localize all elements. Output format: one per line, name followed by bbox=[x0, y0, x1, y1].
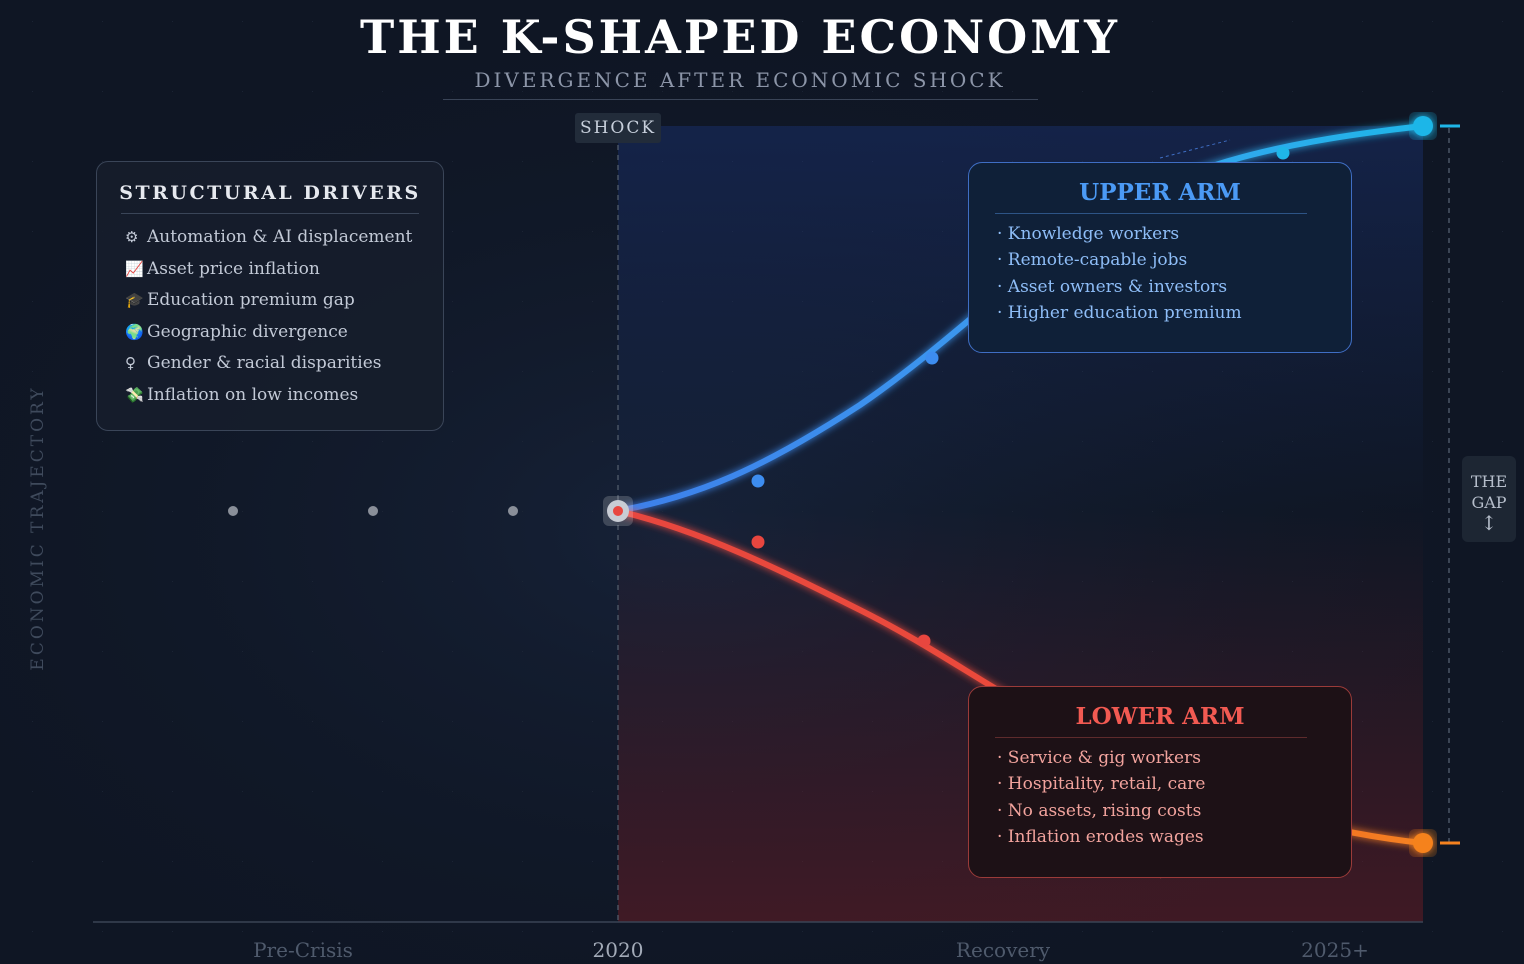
upper-arm-item: · Higher education premium bbox=[997, 302, 1242, 323]
upper-arm-list: · Knowledge workers · Remote-capable job… bbox=[997, 224, 1242, 329]
pre-crisis-dot bbox=[228, 506, 238, 516]
upper-arm-title: UPPER ARM bbox=[1079, 179, 1241, 206]
x-label-2020: 2020 bbox=[592, 938, 644, 962]
gap-label: THE GAP ↕ bbox=[1462, 456, 1516, 542]
y-axis-label: ECONOMIC TRAJECTORY bbox=[28, 385, 48, 671]
x-label-pre-crisis: Pre-Crisis bbox=[253, 938, 353, 962]
upper-arm-divider bbox=[995, 213, 1307, 214]
subtitle-divider bbox=[443, 99, 1038, 100]
gear-icon: ⚙ bbox=[125, 228, 139, 246]
lower-point bbox=[917, 634, 931, 648]
lower-point bbox=[751, 535, 765, 549]
lower-end-point bbox=[1413, 833, 1433, 853]
driver-label: Automation & AI displacement bbox=[147, 227, 413, 247]
lower-arm-item: · Service & gig workers bbox=[997, 748, 1201, 768]
upper-point bbox=[1276, 146, 1290, 160]
graduation-cap-icon: 🎓 bbox=[125, 291, 144, 310]
lower-arm-title: LOWER ARM bbox=[1075, 703, 1245, 730]
upper-arm-item: · Knowledge workers bbox=[997, 224, 1180, 244]
upper-connector bbox=[1159, 139, 1231, 159]
globe-icon: 🌍 bbox=[125, 322, 144, 341]
upper-point bbox=[751, 474, 765, 488]
driver-label: Geographic divergence bbox=[147, 321, 348, 342]
driver-item: 💸 Inflation on low incomes bbox=[125, 385, 412, 417]
driver-item: 📈 Asset price inflation bbox=[125, 259, 412, 291]
drivers-divider bbox=[121, 213, 419, 214]
driver-label: Asset price inflation bbox=[147, 258, 320, 279]
lower-arm-panel: LOWER ARM · Service & gig workers · Hosp… bbox=[968, 686, 1352, 878]
structural-drivers-panel: STRUCTURAL DRIVERS ⚙ Automation & AI disp… bbox=[96, 161, 444, 431]
lower-arm-item: · Inflation erodes wages bbox=[997, 826, 1204, 847]
upper-arm-panel: UPPER ARM · Knowledge workers · Remote-c… bbox=[968, 162, 1352, 353]
pre-crisis-dot bbox=[508, 506, 518, 516]
driver-label: Inflation on low incomes bbox=[147, 384, 359, 405]
gap-label-line1: THE bbox=[1470, 472, 1508, 491]
up-down-arrow-icon: ↕ bbox=[1480, 511, 1498, 535]
driver-item: 🌍 Geographic divergence bbox=[125, 322, 412, 354]
female-sign-icon: ♀ bbox=[125, 354, 136, 373]
lower-arm-divider bbox=[995, 737, 1307, 738]
x-label-recovery: Recovery bbox=[955, 938, 1051, 962]
upper-arm-item: · Remote-capable jobs bbox=[997, 250, 1188, 271]
chart-up-icon: 📈 bbox=[125, 259, 144, 278]
driver-item: ⚙ Automation & AI displacement bbox=[125, 227, 412, 259]
shock-label: SHOCK bbox=[575, 113, 661, 143]
upper-arm-item: · Asset owners & investors bbox=[997, 276, 1228, 297]
drivers-list: ⚙ Automation & AI displacement 📈 Asset pri… bbox=[125, 227, 412, 417]
x-label-2025: 2025+ bbox=[1301, 938, 1369, 962]
drivers-title: STRUCTURAL DRIVERS bbox=[119, 182, 421, 204]
upper-point bbox=[925, 351, 939, 365]
shock-point-core bbox=[613, 506, 623, 516]
gap-label-line2: GAP bbox=[1471, 493, 1507, 512]
money-flying-icon: 💸 bbox=[125, 385, 144, 404]
lower-arm-item: · No assets, rising costs bbox=[997, 800, 1202, 821]
lower-arm-list: · Service & gig workers · Hospitality, r… bbox=[997, 748, 1205, 853]
driver-item: ♀ Gender & racial disparities bbox=[125, 353, 412, 385]
page-title: THE K-SHAPED ECONOMY bbox=[359, 10, 1121, 64]
driver-label: Education premium gap bbox=[147, 290, 355, 311]
page-subtitle: DIVERGENCE AFTER ECONOMIC SHOCK bbox=[474, 68, 1006, 92]
lower-arm-item: · Hospitality, retail, care bbox=[997, 774, 1206, 795]
driver-item: 🎓 Education premium gap bbox=[125, 290, 412, 322]
pre-crisis-dot bbox=[368, 506, 378, 516]
upper-end-point bbox=[1413, 116, 1433, 136]
driver-label: Gender & racial disparities bbox=[147, 353, 382, 374]
